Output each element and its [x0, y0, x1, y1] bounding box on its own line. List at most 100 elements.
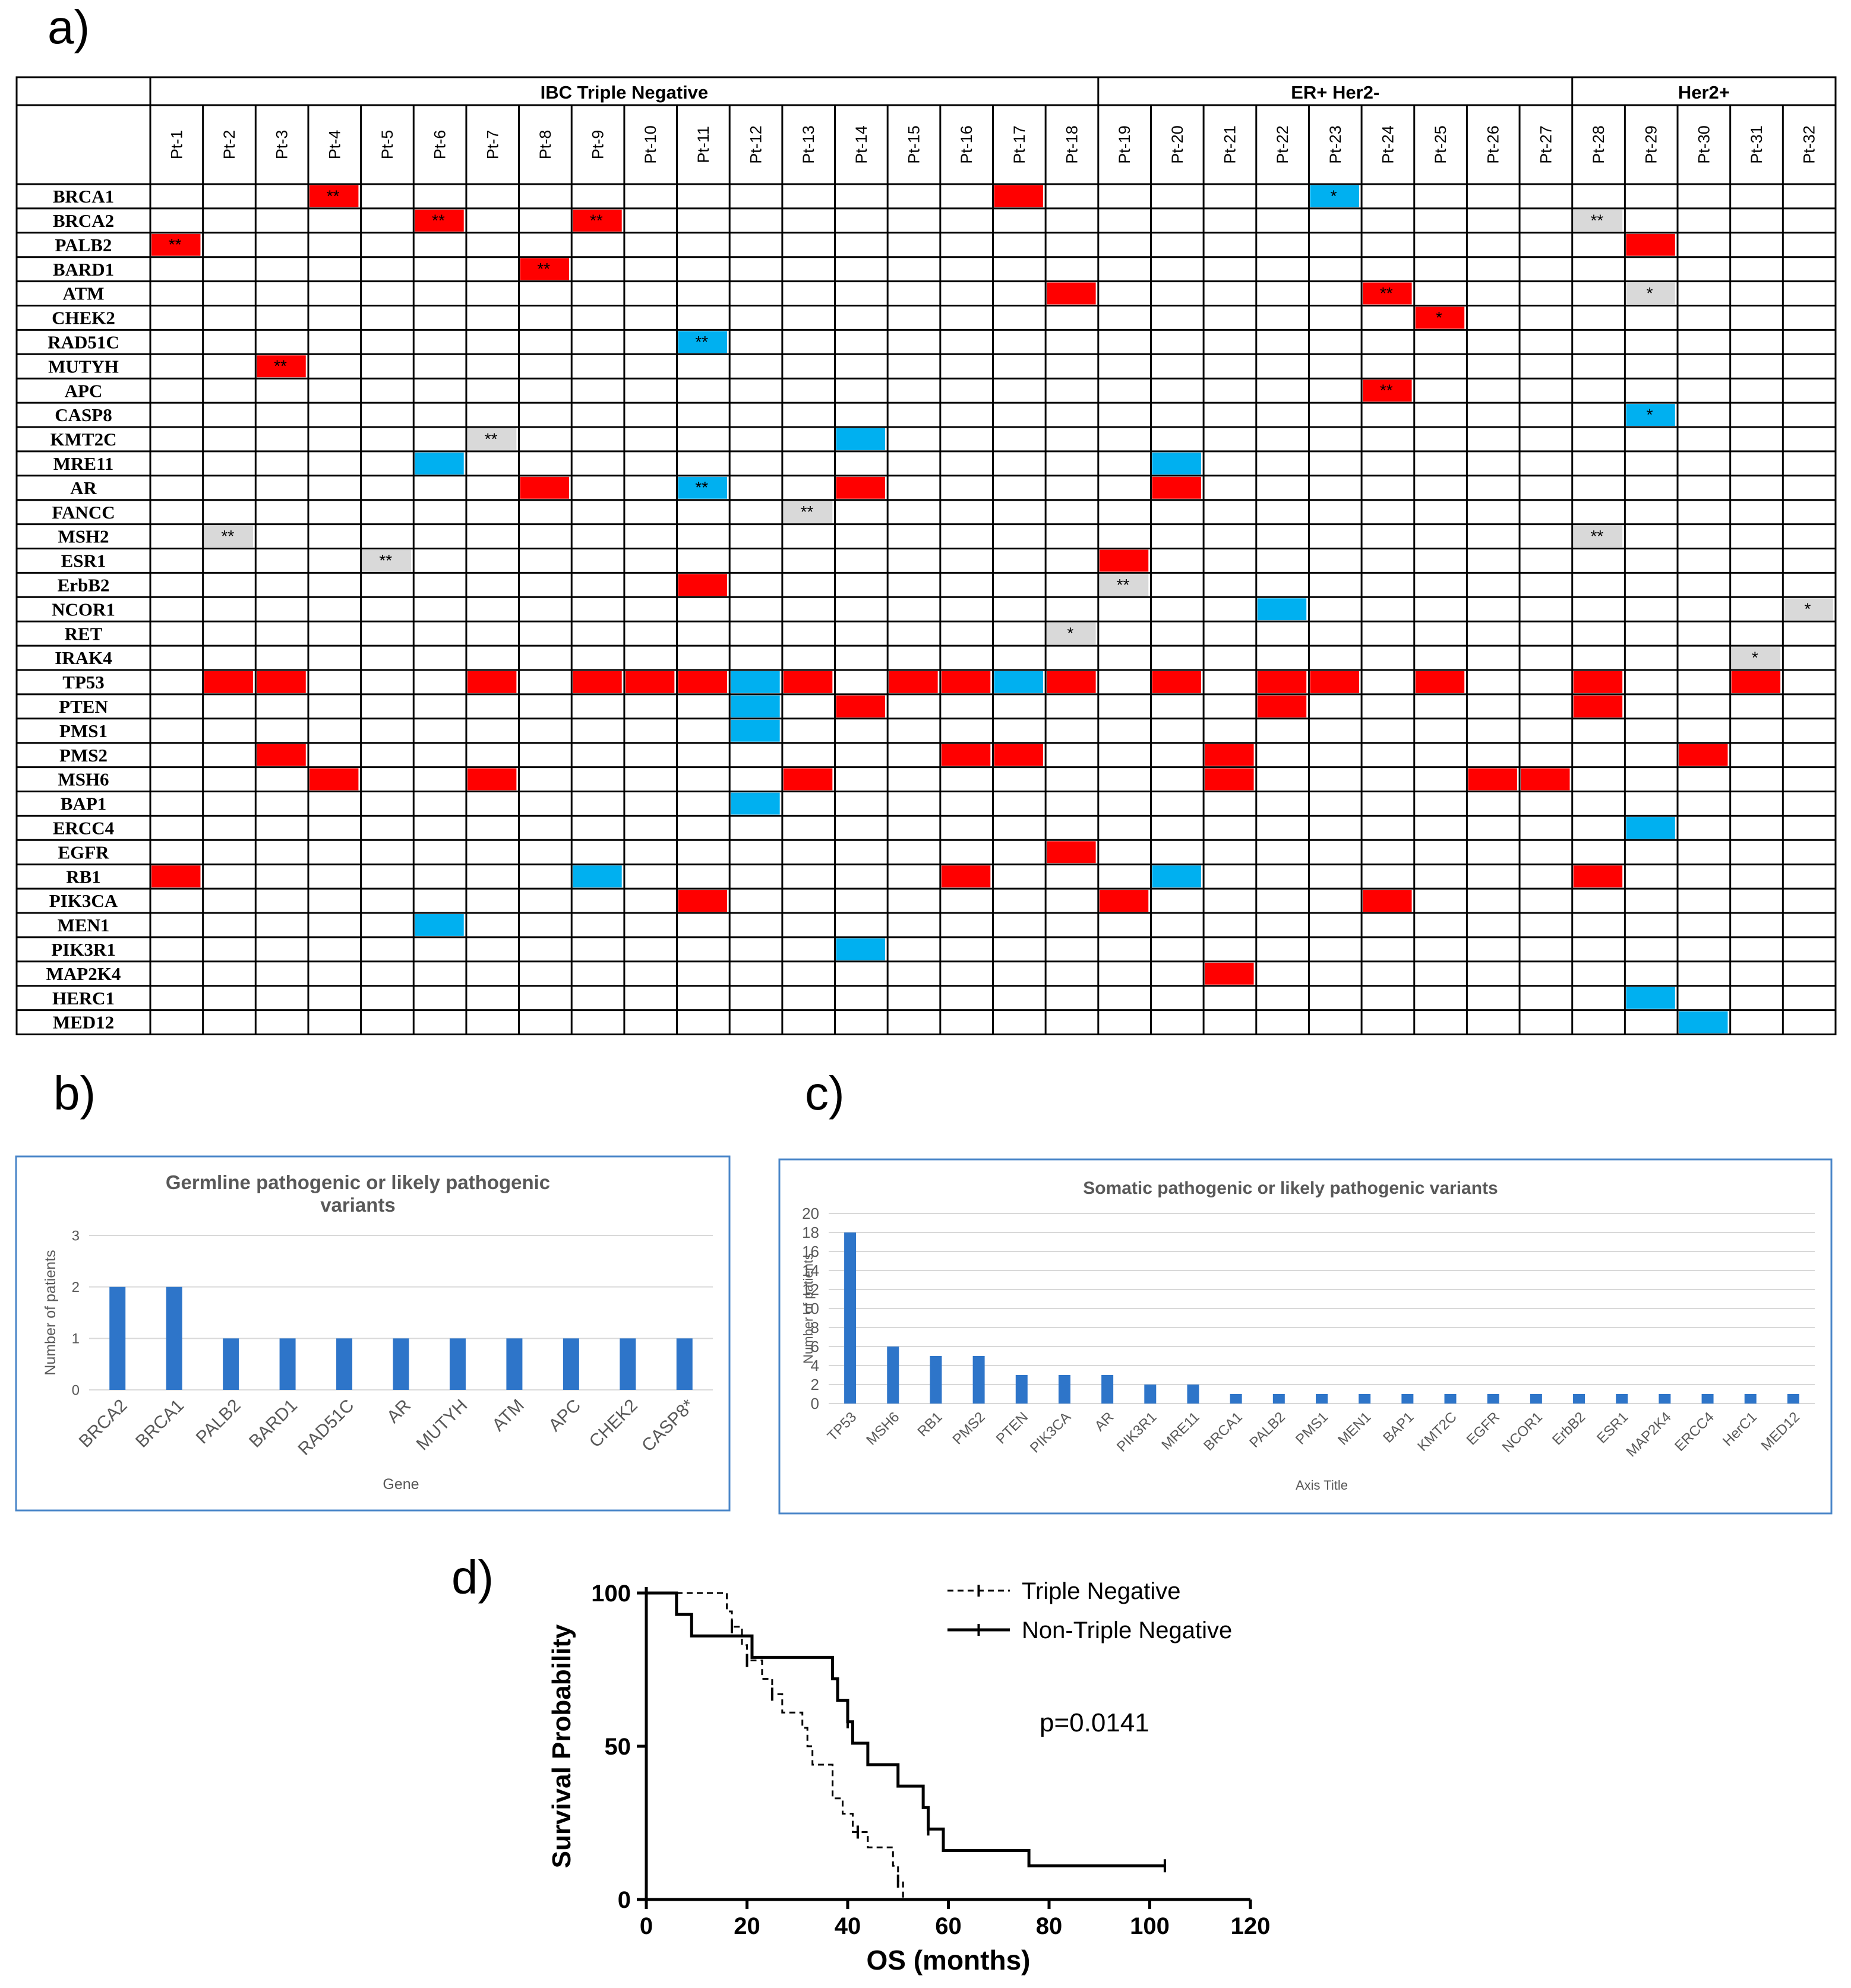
- mutation-cell: [731, 792, 780, 815]
- gene-label: RET: [65, 623, 103, 644]
- p-value-annotation: p=0.0141: [1040, 1708, 1149, 1737]
- y-tick-label: 50: [605, 1734, 631, 1760]
- matrix-grid: [15, 76, 1837, 1035]
- patient-label: Pt-7: [484, 130, 501, 160]
- gene-label: ESR1: [61, 551, 106, 571]
- mutation-cell: [1626, 987, 1675, 1009]
- mutation-mark: **: [1590, 211, 1603, 229]
- patient-label: Pt-30: [1695, 125, 1713, 164]
- patient-label: Pt-16: [958, 125, 975, 164]
- mutation-cell: [1310, 671, 1359, 693]
- mutation-cell: [1257, 671, 1307, 693]
- patient-label: Pt-21: [1221, 125, 1239, 164]
- patient-label: Pt-19: [1116, 125, 1133, 164]
- gene-label: MSH2: [58, 526, 109, 547]
- mutation-mark: **: [1380, 381, 1393, 400]
- bar: [1530, 1394, 1542, 1404]
- x-axis-title: OS (months): [867, 1945, 1031, 1976]
- mutation-mark: **: [327, 187, 340, 205]
- mutation-cell: [151, 865, 201, 888]
- mutation-cell: [1784, 598, 1833, 621]
- mutation-cell: [1626, 404, 1675, 426]
- mutation-cell: [994, 744, 1043, 766]
- mutation-cell: [309, 185, 359, 207]
- mutation-mark: **: [801, 502, 814, 521]
- mutation-cell: [1205, 744, 1254, 766]
- mutation-cell: [257, 355, 306, 378]
- y-tick-label: 4: [811, 1357, 819, 1374]
- bar: [1187, 1385, 1199, 1404]
- bar: [166, 1287, 182, 1390]
- patient-label: Pt-1: [168, 130, 185, 160]
- mutation-cell: [783, 768, 833, 791]
- patient-label: Pt-9: [589, 130, 607, 160]
- bar: [279, 1338, 296, 1390]
- mutation-cell: [836, 476, 885, 499]
- x-tick-label: 40: [835, 1913, 861, 1939]
- mutation-cell: [1363, 282, 1412, 305]
- patient-label: Pt-10: [642, 125, 659, 164]
- bar: [563, 1338, 579, 1390]
- mutation-mark: **: [590, 211, 603, 229]
- y-axis-title: Survival Probability: [547, 1624, 576, 1868]
- mutation-cell: [573, 209, 622, 232]
- mutation-mark: **: [1380, 284, 1393, 302]
- patient-label: Pt-29: [1642, 125, 1660, 164]
- mutation-cell: [151, 233, 201, 256]
- mutation-cell: [415, 452, 464, 475]
- bar: [1487, 1394, 1499, 1404]
- y-tick-label: 0: [618, 1887, 631, 1913]
- gene-label: BRCA1: [53, 186, 114, 207]
- bar: [887, 1347, 899, 1404]
- mutation-cell: [415, 914, 464, 936]
- y-tick-label: 10: [802, 1300, 819, 1317]
- mutation-mark: *: [1436, 308, 1442, 327]
- gene-label: PALB2: [55, 235, 112, 255]
- mutation-mark: *: [1752, 649, 1758, 667]
- mutation-mark: *: [1067, 624, 1073, 643]
- mutation-cell: [1363, 380, 1412, 402]
- patient-label: Pt-23: [1326, 125, 1344, 164]
- mutation-cell: [1731, 647, 1781, 669]
- chart-title: variants: [320, 1194, 396, 1216]
- x-tick-label: 60: [935, 1913, 962, 1939]
- gene-label: BRCA2: [53, 210, 114, 231]
- mutation-mark: *: [1805, 600, 1811, 618]
- mutation-cell: [1047, 282, 1096, 305]
- mutation-cell: [1310, 185, 1359, 207]
- mutation-cell: [520, 476, 570, 499]
- panel-d-label: d): [451, 1551, 494, 1604]
- bar: [506, 1338, 523, 1390]
- gene-label: ATM: [62, 283, 104, 304]
- gene-label: PIK3R1: [51, 939, 116, 960]
- gene-label: RAD51C: [48, 331, 119, 352]
- mutation-cell: [941, 865, 991, 888]
- legend-label: Triple Negative: [1022, 1578, 1181, 1604]
- mutation-cell: [731, 719, 780, 742]
- x-tick-label: 0: [640, 1913, 653, 1939]
- bar: [223, 1338, 239, 1390]
- y-tick-label: 20: [802, 1205, 819, 1222]
- mutation-cell: [1047, 622, 1096, 645]
- gene-label: TP53: [62, 672, 105, 693]
- mutation-mark: **: [1117, 576, 1130, 594]
- gene-label: MUTYH: [48, 356, 119, 377]
- panel-c-label: c): [805, 1067, 845, 1120]
- chart-title: Somatic pathogenic or likely pathogenic …: [1083, 1178, 1498, 1198]
- mutation-cell: [1731, 671, 1781, 693]
- mutation-matrix: ** *** ** ******** ***************** ********…: [15, 76, 1837, 1035]
- y-tick-label: 2: [72, 1279, 80, 1295]
- mutation-cell: [678, 574, 728, 596]
- gene-label: EGFR: [58, 842, 109, 862]
- mutation-mark: **: [695, 478, 708, 497]
- bar: [1616, 1394, 1628, 1404]
- mutation-cell: [836, 695, 885, 718]
- germline-chart: Germline pathogenic or likely pathogenic…: [15, 1155, 731, 1512]
- bar: [844, 1232, 857, 1404]
- patient-label: Pt-17: [1010, 125, 1028, 164]
- group-header: Her2+: [1678, 82, 1730, 103]
- patient-label: Pt-6: [431, 130, 449, 160]
- mutation-cell: [467, 671, 517, 693]
- mutation-cell: [1152, 865, 1201, 888]
- mutation-cell: [941, 744, 991, 766]
